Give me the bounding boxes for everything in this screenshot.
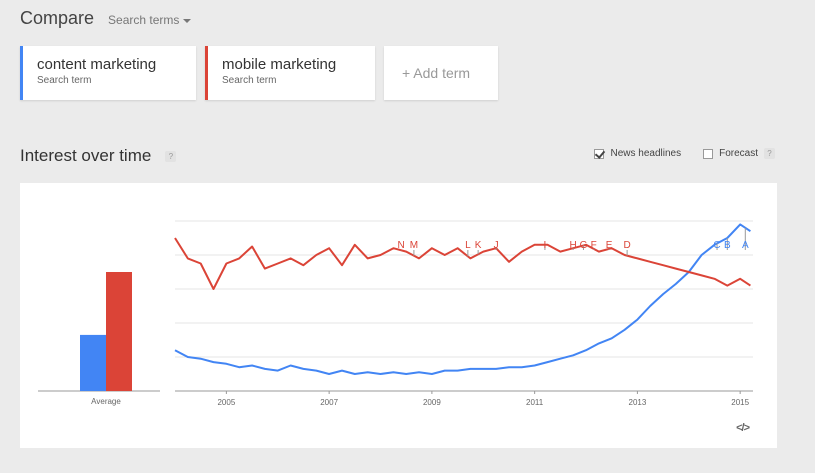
term-type: Search term: [37, 75, 92, 86]
x-tick-label: 2015: [731, 398, 749, 407]
page-title: Compare: [20, 8, 95, 28]
search-terms-label: Search terms: [108, 13, 180, 27]
news-marker-F: F: [591, 240, 597, 251]
average-bar-mobile-marketing: [106, 272, 132, 391]
chart-canvas: Average 2005 2007 2009 2011 2013 2015 N M L K J I H G F…: [38, 220, 753, 407]
news-marker-G: G: [580, 240, 588, 251]
forecast-label[interactable]: Forecast: [719, 148, 758, 159]
news-marker-E: E: [606, 240, 613, 251]
term-card-content-marketing[interactable]: content marketing Search term: [20, 46, 196, 100]
news-marker-J: J: [494, 240, 499, 251]
news-marker-I: I: [544, 240, 547, 251]
help-icon[interactable]: ?: [165, 150, 177, 162]
news-marker-N: N: [397, 240, 404, 251]
chart-options: News headlines Forecast ?: [594, 148, 775, 159]
news-marker-K: K: [475, 240, 482, 251]
x-tick-label: 2007: [320, 398, 338, 407]
search-terms-dropdown[interactable]: Search terms: [108, 13, 192, 27]
average-label: Average: [91, 397, 121, 406]
x-tick-label: 2005: [217, 398, 235, 407]
news-marker-C: C: [713, 240, 720, 251]
x-tick-label: 2011: [526, 398, 544, 407]
section-heading: Interest over time ?: [20, 146, 177, 166]
add-term-button[interactable]: + Add term: [384, 46, 498, 100]
series-line-content-marketing: [174, 223, 751, 375]
news-marker-A: A: [742, 240, 749, 251]
news-headlines-label[interactable]: News headlines: [610, 148, 682, 159]
section-title: Interest over time: [20, 146, 152, 165]
news-marker-B: B: [724, 240, 731, 251]
x-tick-label: 2013: [629, 398, 647, 407]
term-name: mobile marketing: [222, 56, 337, 73]
forecast-checkbox[interactable]: [703, 148, 714, 159]
caret-down-icon: [183, 19, 192, 23]
term-type: Search term: [222, 75, 277, 86]
news-marker-D: D: [624, 240, 631, 251]
news-marker-M: M: [410, 240, 418, 251]
average-bar-content-marketing: [80, 334, 106, 391]
compare-header: Compare Search terms: [20, 8, 192, 29]
term-name: content marketing: [37, 56, 157, 73]
news-marker-L: L: [465, 240, 471, 251]
embed-code-icon[interactable]: </>: [736, 422, 750, 434]
help-icon[interactable]: ?: [764, 148, 775, 159]
x-tick-label: 2009: [423, 398, 441, 407]
series-line-mobile-marketing: [174, 237, 751, 290]
news-marker-H: H: [570, 240, 577, 251]
term-card-mobile-marketing[interactable]: mobile marketing Search term: [205, 46, 375, 100]
interest-over-time-chart: Average 2005 2007 2009 2011 2013 2015 N M L K J I H G F…: [20, 183, 777, 448]
news-headlines-checkbox[interactable]: [594, 148, 605, 159]
